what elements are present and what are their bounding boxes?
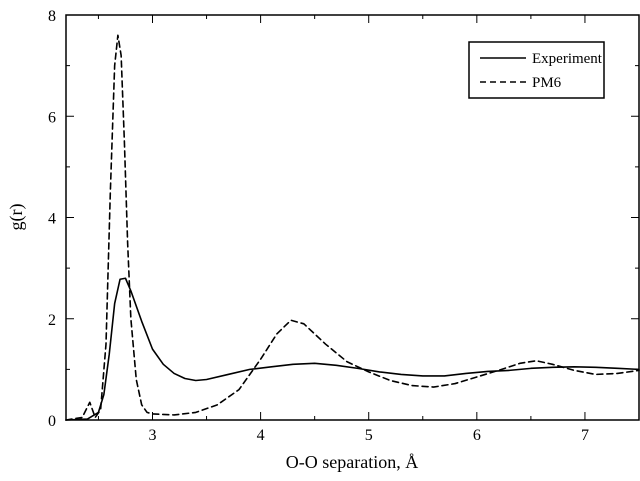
x-tick-label: 6 (473, 427, 481, 444)
y-tick-label: 0 (48, 413, 56, 430)
y-tick-label: 4 (48, 211, 56, 228)
legend: Experiment PM6 (469, 42, 604, 98)
legend-experiment-label: Experiment (532, 51, 603, 67)
x-axis-title: O-O separation, Å (286, 452, 418, 472)
x-tick-label: 4 (257, 427, 265, 444)
series-line-experiment (66, 278, 639, 420)
y-tick-label: 8 (48, 8, 56, 25)
y-tick-label: 2 (48, 312, 56, 329)
x-tick-label: 5 (365, 427, 373, 444)
y-axis-title: g(r) (6, 204, 27, 231)
legend-pm6-label: PM6 (532, 75, 562, 91)
x-tick-label: 3 (148, 427, 156, 444)
x-tick-label: 7 (581, 427, 589, 444)
y-tick-label: 6 (48, 109, 56, 126)
